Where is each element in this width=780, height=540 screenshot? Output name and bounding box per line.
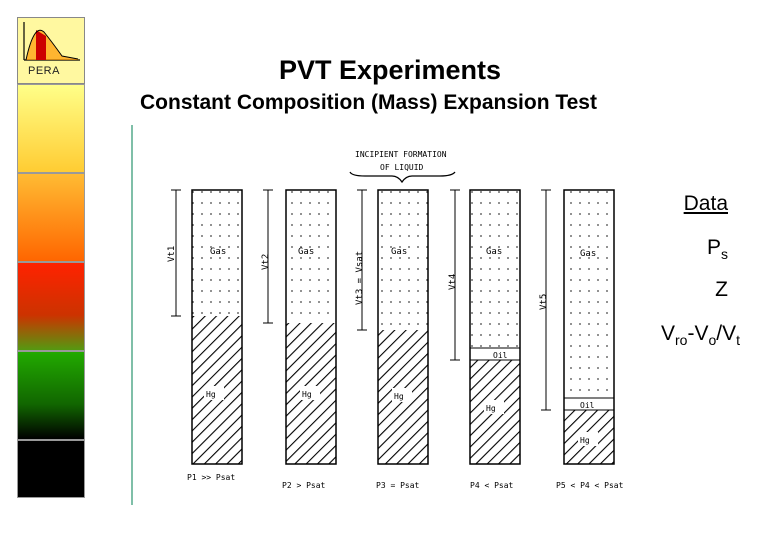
p2-label: P2 > Psat [282, 481, 326, 490]
gas-label: Gas [210, 247, 226, 257]
hg-label: Hg [206, 390, 216, 399]
color-swatch-orange [17, 173, 85, 262]
cell-2: Hg Gas Vt2 P2 > Psat [261, 189, 337, 490]
data-item-ps: Ps [706, 236, 728, 263]
vt4-label: Vt4 [448, 274, 458, 290]
slide-title: PVT Experiments [278, 55, 502, 85]
data-item-z: Z [715, 278, 728, 301]
figure-header-line2: OF LIQUID [380, 163, 424, 172]
hg-label: Hg [580, 436, 590, 445]
cell-5: Oil Hg Gas Vt5 P5 < P4 < Psat [539, 189, 624, 490]
hg-label: Hg [486, 404, 496, 413]
pera-logo: PERA [17, 17, 85, 84]
vt3-label: Vt3 = Vsat [355, 251, 365, 305]
gas-label: Gas [298, 247, 314, 257]
oil-label: Oil [580, 401, 595, 410]
color-swatch-black [17, 440, 85, 498]
color-swatch-yellow [17, 84, 85, 173]
p4-label: P4 < Psat [470, 481, 514, 490]
color-swatch-green [17, 351, 85, 440]
hg-label: Hg [394, 392, 404, 401]
cell-3: Hg Gas Vt3 = Vsat P3 = Psat [355, 189, 429, 490]
divider-line [131, 125, 133, 505]
vt5-label: Vt5 [539, 294, 549, 310]
gas-label: Gas [486, 247, 502, 257]
hg-label: Hg [302, 390, 312, 399]
data-heading: Data [683, 192, 728, 215]
vt2-label: Vt2 [261, 254, 271, 270]
figure-header-line1: INCIPIENT FORMATION [355, 150, 447, 159]
p3-label: P3 = Psat [376, 481, 420, 490]
color-swatch-red [17, 262, 85, 351]
data-item-volume-ratio: Vro-Vo/Vt [661, 322, 740, 349]
cell-4: Oil Hg Gas Vt4 P4 < Psat [448, 189, 521, 490]
cell-1: Hg Gas Vt1 P1 >> Psat [167, 189, 243, 482]
slide-subtitle: Constant Composition (Mass) Expansion Te… [140, 91, 597, 114]
distribution-icon [23, 22, 80, 61]
p5-label: P5 < P4 < Psat [556, 481, 624, 490]
gas-label: Gas [580, 249, 596, 259]
vt1-label: Vt1 [167, 246, 177, 262]
brace [349, 171, 456, 184]
logo-text: PERA [28, 65, 60, 77]
p1-label: P1 >> Psat [187, 473, 235, 482]
gas-label: Gas [391, 247, 407, 257]
oil-label: Oil [493, 351, 508, 360]
